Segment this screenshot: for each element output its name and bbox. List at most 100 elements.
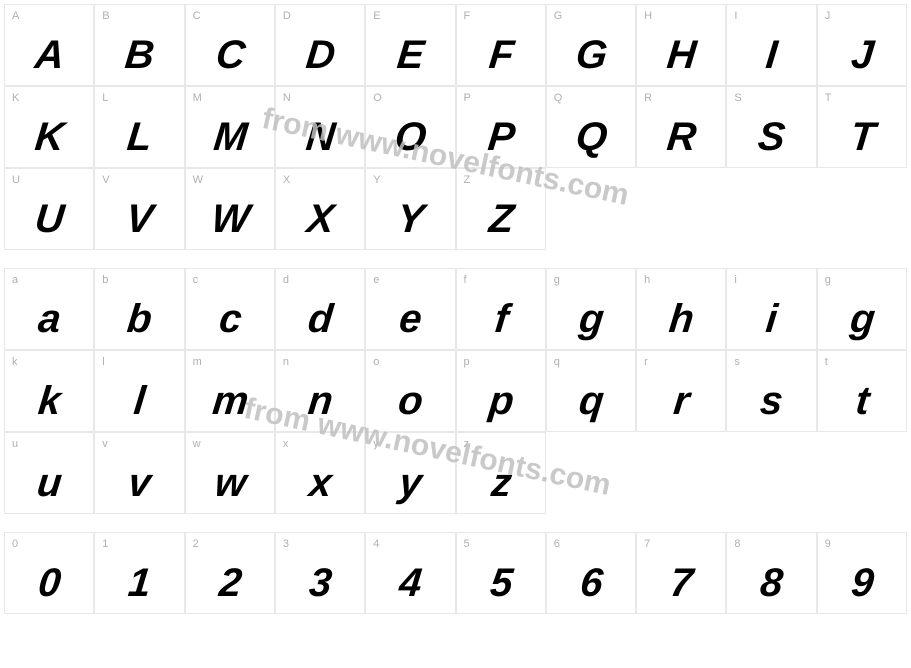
glyph-character: p bbox=[454, 381, 547, 421]
glyph-character: i bbox=[725, 299, 818, 339]
glyph-character: 0 bbox=[3, 563, 96, 603]
glyph-character: m bbox=[183, 381, 276, 421]
glyph-character: g bbox=[816, 299, 909, 339]
glyph-cell: ww bbox=[185, 432, 275, 514]
glyph-cell: uu bbox=[4, 432, 94, 514]
glyph-cell: PP bbox=[456, 86, 546, 168]
glyph-label: Y bbox=[373, 174, 380, 186]
glyph-cell: ff bbox=[456, 268, 546, 350]
glyph-character: s bbox=[725, 381, 818, 421]
glyph-label: 5 bbox=[464, 538, 470, 550]
glyph-label: V bbox=[102, 174, 109, 186]
glyph-label: W bbox=[193, 174, 203, 186]
glyph-label: p bbox=[464, 356, 470, 368]
glyph-cell: EE bbox=[365, 4, 455, 86]
glyph-cell: mm bbox=[185, 350, 275, 432]
glyph-character: w bbox=[183, 463, 276, 503]
glyph-character: I bbox=[725, 35, 818, 75]
glyph-cell: rr bbox=[636, 350, 726, 432]
glyph-character: V bbox=[93, 199, 186, 239]
glyph-character: D bbox=[274, 35, 367, 75]
glyph-cell: gg bbox=[546, 268, 636, 350]
glyph-character: J bbox=[816, 35, 909, 75]
glyph-character: L bbox=[93, 117, 186, 157]
glyph-character: h bbox=[635, 299, 728, 339]
glyph-label: F bbox=[464, 10, 471, 22]
glyph-cell: NN bbox=[275, 86, 365, 168]
glyph-label: n bbox=[283, 356, 289, 368]
glyph-cell: FF bbox=[456, 4, 546, 86]
glyph-character: Y bbox=[364, 199, 457, 239]
glyph-character: 1 bbox=[93, 563, 186, 603]
glyph-label: r bbox=[644, 356, 648, 368]
glyph-label: t bbox=[825, 356, 828, 368]
glyph-cell: ZZ bbox=[456, 168, 546, 250]
glyph-character: U bbox=[3, 199, 96, 239]
glyph-cell: ee bbox=[365, 268, 455, 350]
glyph-cell: gg bbox=[817, 268, 907, 350]
glyph-character: q bbox=[545, 381, 638, 421]
glyph-character: g bbox=[545, 299, 638, 339]
glyph-label: 3 bbox=[283, 538, 289, 550]
glyph-label: b bbox=[102, 274, 108, 286]
glyph-label: s bbox=[734, 356, 740, 368]
glyph-label: i bbox=[734, 274, 736, 286]
glyph-character: R bbox=[635, 117, 728, 157]
glyph-cell: VV bbox=[94, 168, 184, 250]
glyph-character: n bbox=[274, 381, 367, 421]
glyph-label: k bbox=[12, 356, 18, 368]
glyph-character: Q bbox=[545, 117, 638, 157]
glyph-cell: LL bbox=[94, 86, 184, 168]
glyph-character: 6 bbox=[545, 563, 638, 603]
glyph-cell: WW bbox=[185, 168, 275, 250]
glyph-cell: TT bbox=[817, 86, 907, 168]
glyph-cell: RR bbox=[636, 86, 726, 168]
glyph-label: A bbox=[12, 10, 19, 22]
glyph-cell: QQ bbox=[546, 86, 636, 168]
glyph-cell: 99 bbox=[817, 532, 907, 614]
glyph-label: a bbox=[12, 274, 18, 286]
glyph-cell: HH bbox=[636, 4, 726, 86]
glyph-label: 9 bbox=[825, 538, 831, 550]
glyph-label: H bbox=[644, 10, 652, 22]
glyph-character: k bbox=[3, 381, 96, 421]
glyph-character: C bbox=[183, 35, 276, 75]
glyph-character: P bbox=[454, 117, 547, 157]
glyph-character: d bbox=[274, 299, 367, 339]
glyph-character: z bbox=[454, 463, 547, 503]
glyph-label: K bbox=[12, 92, 19, 104]
glyph-character: u bbox=[3, 463, 96, 503]
glyph-cell: hh bbox=[636, 268, 726, 350]
glyph-character: Z bbox=[454, 199, 547, 239]
glyph-character: o bbox=[364, 381, 457, 421]
glyph-cell: XX bbox=[275, 168, 365, 250]
glyph-label: d bbox=[283, 274, 289, 286]
glyph-cell: ii bbox=[726, 268, 816, 350]
glyph-character: O bbox=[364, 117, 457, 157]
glyph-cell: dd bbox=[275, 268, 365, 350]
glyph-label: S bbox=[734, 92, 741, 104]
glyph-cell: aa bbox=[4, 268, 94, 350]
glyph-section-digits: 00112233445566778899 bbox=[4, 532, 907, 614]
glyph-label: 7 bbox=[644, 538, 650, 550]
glyph-cell: UU bbox=[4, 168, 94, 250]
glyph-label: J bbox=[825, 10, 831, 22]
glyph-character: t bbox=[816, 381, 909, 421]
glyph-cell: 55 bbox=[456, 532, 546, 614]
glyph-label: q bbox=[554, 356, 560, 368]
glyph-cell: 88 bbox=[726, 532, 816, 614]
glyph-character: G bbox=[545, 35, 638, 75]
glyph-character: F bbox=[454, 35, 547, 75]
glyph-cell: vv bbox=[94, 432, 184, 514]
glyph-character: b bbox=[93, 299, 186, 339]
glyph-cell: 33 bbox=[275, 532, 365, 614]
glyph-cell: AA bbox=[4, 4, 94, 86]
glyph-cell: bb bbox=[94, 268, 184, 350]
glyph-label: G bbox=[554, 10, 563, 22]
glyph-cell: zz bbox=[456, 432, 546, 514]
glyph-label: 1 bbox=[102, 538, 108, 550]
glyph-cell: 11 bbox=[94, 532, 184, 614]
glyph-label: y bbox=[373, 438, 379, 450]
glyph-character: 9 bbox=[816, 563, 909, 603]
glyph-cell: CC bbox=[185, 4, 275, 86]
